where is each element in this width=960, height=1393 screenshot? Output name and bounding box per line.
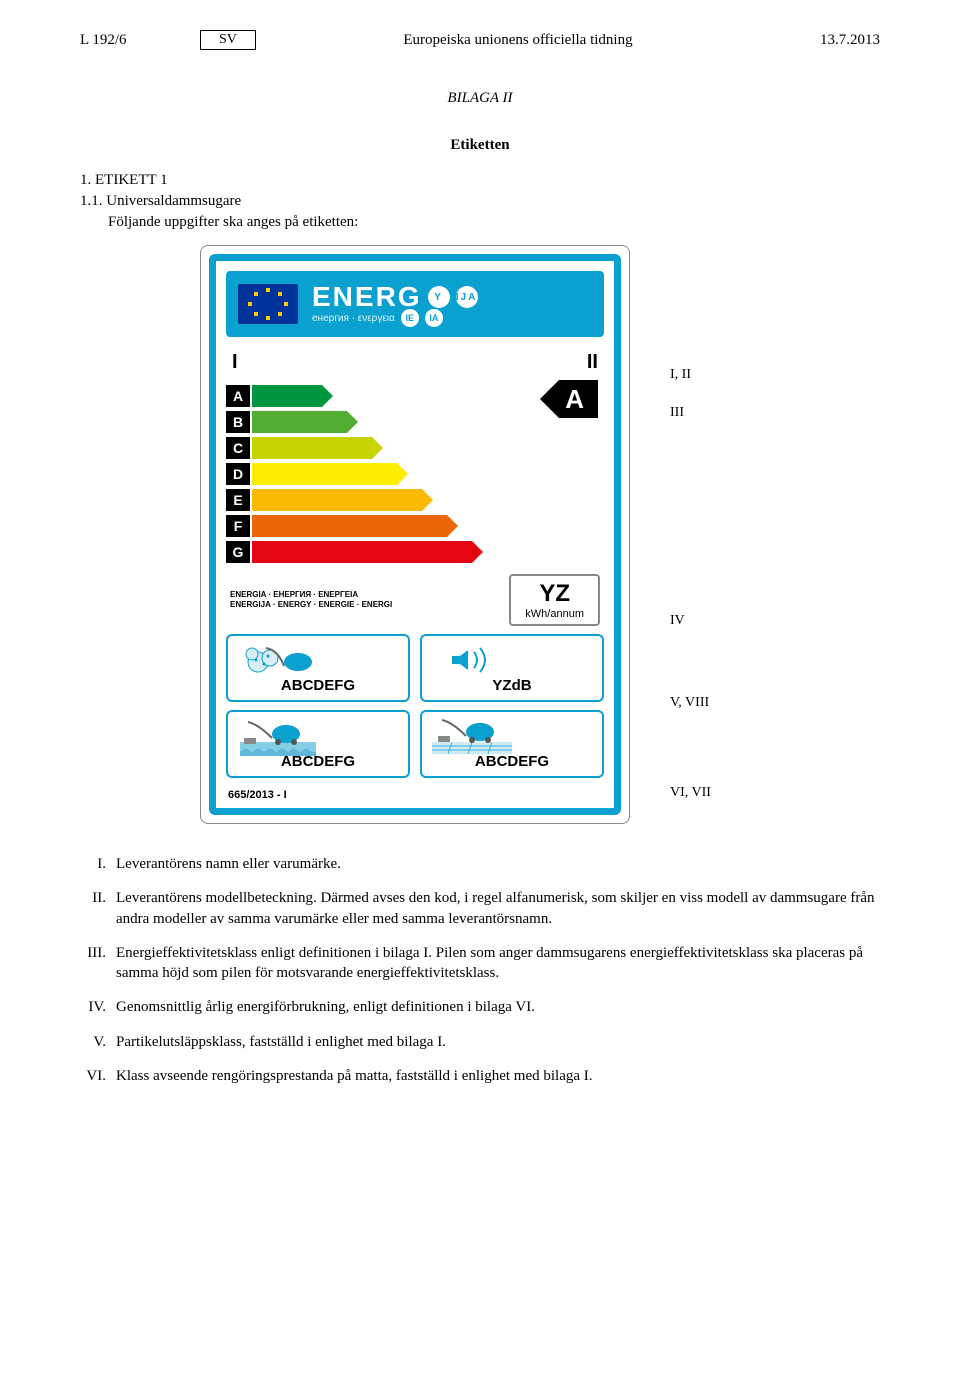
header-center: Europeiska unionens officiella tidning: [256, 32, 780, 49]
eu-flag-icon: [238, 284, 298, 324]
dust-emission-box: ABCDEFG: [226, 634, 410, 702]
bar-arrow: [252, 541, 472, 563]
intro-line-2: 1.1. Universaldammsugare: [80, 193, 880, 210]
supplier-name: I: [232, 351, 238, 374]
intro-block: 1. ETIKETT 1 1.1. Universaldammsugare Fö…: [80, 172, 880, 231]
roman-list: I.Leverantörens namn eller varumärke.II.…: [80, 854, 880, 1086]
roman-numeral: I.: [80, 854, 116, 874]
carpet-class-box: ABCDEFG: [226, 710, 410, 778]
roman-text: Leverantörens modellbeteckning. Därmed a…: [116, 888, 880, 929]
section-heading: Etiketten: [80, 137, 880, 154]
callout-1: I, II: [670, 367, 691, 383]
bar-arrow: [252, 489, 422, 511]
energy-label: ENERG Y IJA енергия · ενεργεια IE IA I I…: [200, 245, 630, 824]
model-id: II: [587, 351, 598, 374]
callout-2: III: [670, 405, 684, 421]
efficiency-bar: D: [226, 462, 604, 486]
efficiency-bar: E: [226, 488, 604, 512]
energ-subtext: енергия · ενεργεια: [312, 313, 395, 324]
class-pointer-arrow: A: [559, 380, 598, 418]
intro-line-1: 1. ETIKETT 1: [80, 172, 880, 189]
bar-letter: D: [226, 463, 250, 485]
roman-numeral: II.: [80, 888, 116, 929]
bar-arrow: [252, 515, 447, 537]
roman-numeral: IV.: [80, 997, 116, 1017]
kwh-box: YZ kWh/annum: [509, 574, 600, 626]
pill-ija: IJA: [456, 286, 478, 308]
dust-cloud-icon: [228, 640, 328, 680]
roman-item: III.Energieffektivitetsklass enligt defi…: [80, 943, 880, 984]
bar-letter: E: [226, 489, 250, 511]
callout-5: VI, VII: [670, 785, 711, 801]
annex-title: BILAGA II: [80, 90, 880, 107]
efficiency-bar: G: [226, 540, 604, 564]
page-header: L 192/6 SV Europeiska unionens officiell…: [80, 30, 880, 50]
energia-text: ENERGIA · ЕНЕРГИЯ · ΕΝΕΡΓΕΙΑ ENERGIJA · …: [230, 590, 392, 609]
carpet-icon: [228, 716, 328, 756]
roman-numeral: III.: [80, 943, 116, 984]
roman-item: IV.Genomsnittlig årlig energiförbrukning…: [80, 997, 880, 1017]
efficiency-bars: A ABCDEFG: [226, 384, 604, 564]
roman-text: Leverantörens namn eller varumärke.: [116, 854, 880, 874]
bar-arrow: [252, 437, 372, 459]
roman-item: I.Leverantörens namn eller varumärke.: [80, 854, 880, 874]
energ-word: ENERG: [312, 281, 422, 313]
bar-arrow: [252, 463, 397, 485]
roman-item: VI.Klass avseende rengöringsprestanda på…: [80, 1066, 880, 1086]
roman-text: Klass avseende rengöringsprestanda på ma…: [116, 1066, 880, 1086]
header-lang: SV: [200, 30, 256, 50]
roman-item: V.Partikelutsläppsklass, fastställd i en…: [80, 1032, 880, 1052]
bar-arrow: [252, 385, 322, 407]
hardfloor-icon: [422, 716, 522, 756]
hardfloor-class-box: ABCDEFG: [420, 710, 604, 778]
efficiency-bar: C: [226, 436, 604, 460]
sound-icon: [422, 640, 522, 680]
callout-4: V, VIII: [670, 695, 709, 711]
bar-letter: F: [226, 515, 250, 537]
callout-3: IV: [670, 613, 685, 629]
header-left: L 192/6: [80, 32, 180, 49]
roman-text: Energieffektivitetsklass enligt definiti…: [116, 943, 880, 984]
roman-item: II.Leverantörens modellbeteckning. Därme…: [80, 888, 880, 929]
regulation-number: 665/2013 - I: [226, 786, 604, 804]
pill-ia: IA: [425, 309, 443, 327]
noise-box: YZdB: [420, 634, 604, 702]
roman-numeral: V.: [80, 1032, 116, 1052]
label-callouts: I, II III IV V, VIII VI, VII: [640, 245, 760, 824]
bar-letter: B: [226, 411, 250, 433]
bar-letter: A: [226, 385, 250, 407]
bar-letter: C: [226, 437, 250, 459]
roman-text: Partikelutsläppsklass, fastställd i enli…: [116, 1032, 880, 1052]
efficiency-bar: F: [226, 514, 604, 538]
header-date: 13.7.2013: [780, 32, 880, 49]
pill-y: Y: [428, 286, 450, 308]
roman-text: Genomsnittlig årlig energiförbrukning, e…: [116, 997, 880, 1017]
bar-letter: G: [226, 541, 250, 563]
label-header-band: ENERG Y IJA енергия · ενεργεια IE IA: [226, 271, 604, 337]
intro-line-3: Följande uppgifter ska anges på etikette…: [108, 214, 880, 231]
bar-arrow: [252, 411, 347, 433]
roman-numeral: VI.: [80, 1066, 116, 1086]
pill-ie: IE: [401, 309, 419, 327]
